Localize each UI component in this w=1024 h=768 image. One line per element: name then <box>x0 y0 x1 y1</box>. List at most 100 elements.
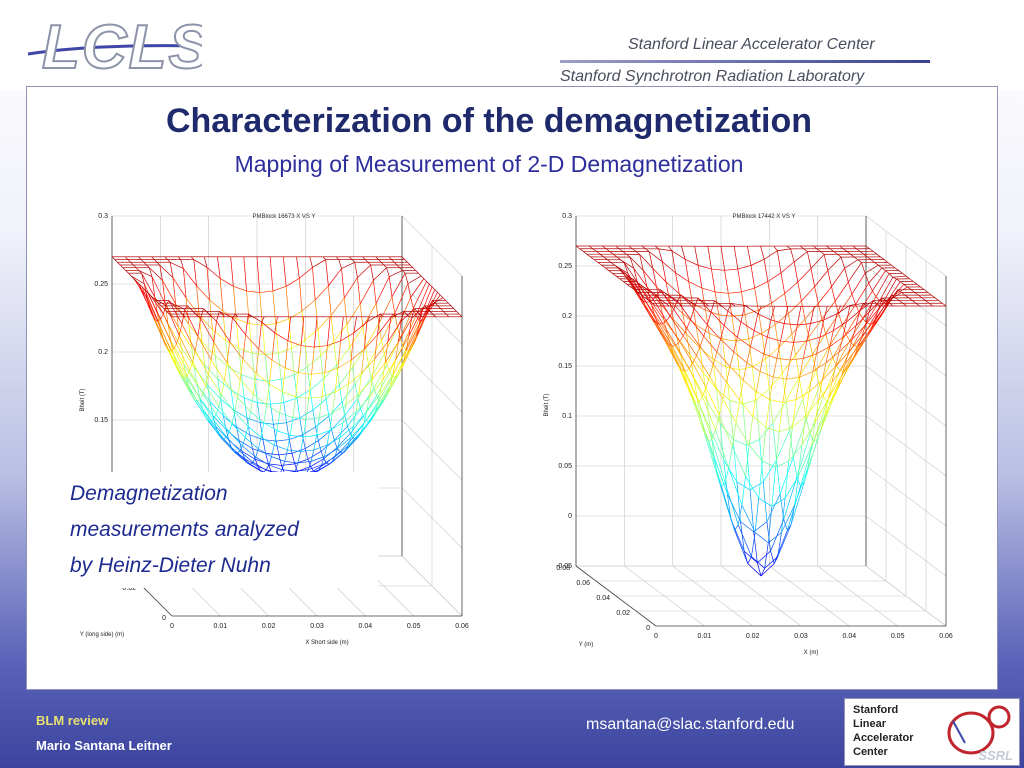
surface-mesh-line <box>357 264 371 278</box>
surface-mesh-line <box>752 366 757 401</box>
ring-icon <box>947 705 1011 755</box>
surface-mesh-line <box>785 376 800 402</box>
surface-mesh-line <box>599 253 604 258</box>
surface-mesh-line <box>389 362 404 386</box>
surface-mesh-line <box>220 398 224 416</box>
surface-mesh-line <box>820 251 825 255</box>
surface-mesh-line <box>170 348 175 352</box>
surface-mesh-line <box>658 248 663 262</box>
surface-mesh-line <box>234 451 248 464</box>
surface-mesh-line <box>897 289 902 293</box>
surface-mesh-line <box>667 294 672 299</box>
surface-mesh-line <box>741 504 756 533</box>
footer-email[interactable]: msantana@slac.stanford.edu <box>586 716 795 733</box>
surface-mesh-line <box>358 419 372 438</box>
surface-mesh-line <box>413 313 428 344</box>
surface-mesh-line <box>271 456 285 462</box>
surface-mesh-line <box>623 262 629 274</box>
surface-mesh-line <box>181 376 196 401</box>
surface-mesh-line <box>747 246 752 266</box>
surface-mesh-line <box>661 300 666 304</box>
surface-mesh-line <box>241 451 246 459</box>
surface-mesh-line <box>303 419 307 437</box>
axis-frame-edge <box>575 565 657 627</box>
surface-mesh-line <box>246 290 260 293</box>
surface-mesh-line <box>319 412 333 418</box>
surface-mesh-line <box>453 308 457 312</box>
surface-mesh-line <box>203 308 207 312</box>
surface-mesh-line <box>326 451 340 464</box>
surface-mesh-line <box>744 314 750 340</box>
surface-mesh-line <box>844 346 859 365</box>
slide-title: Characterization of the demagnetization <box>165 102 813 140</box>
surface-mesh-line <box>299 417 303 435</box>
surface-mesh-line <box>339 426 354 438</box>
surface-mesh-line <box>382 362 386 381</box>
surface-mesh-line <box>872 300 877 304</box>
surface-mesh-line <box>283 256 287 287</box>
surface-mesh-line <box>791 333 796 356</box>
surface-mesh-line <box>632 248 637 252</box>
surface-mesh-line <box>807 446 812 469</box>
surface-mesh-line <box>676 336 691 356</box>
surface-mesh-line <box>312 259 326 268</box>
surface-mesh-line <box>334 445 349 458</box>
surface-mesh-line <box>325 384 340 400</box>
surface-mesh-line <box>359 303 364 328</box>
surface-mesh-line <box>826 245 831 250</box>
grid-line <box>576 415 947 477</box>
surface-mesh-line <box>238 440 243 452</box>
surface-mesh-line <box>767 506 773 543</box>
surface-mesh-line <box>737 336 751 347</box>
surface-mesh-line <box>733 246 739 270</box>
surface-mesh-line <box>813 245 818 250</box>
surface-mesh-line <box>342 438 356 454</box>
lcls-logo: LCLS <box>27 12 202 80</box>
surface-mesh-line <box>795 377 800 400</box>
caption-line-1: Demagnetization <box>70 482 228 505</box>
surface-mesh-line <box>707 324 721 340</box>
surface-mesh-line <box>226 436 240 452</box>
surface-mesh-line <box>190 256 195 260</box>
surface-mesh-line <box>836 305 841 314</box>
surface-mesh-line <box>679 341 694 364</box>
x-tick-label: 0.03 <box>794 633 808 640</box>
surface-mesh-line <box>604 267 609 271</box>
surface-mesh-line <box>784 293 789 314</box>
surface-mesh-line <box>718 303 723 307</box>
surface-mesh-line <box>773 556 779 564</box>
surface-mesh-line <box>749 481 764 491</box>
surface-mesh-line <box>202 393 217 415</box>
surface-mesh-line <box>197 398 201 402</box>
surface-mesh-line <box>881 267 886 272</box>
surface-mesh-line <box>660 289 665 293</box>
surface-mesh-line <box>415 270 419 274</box>
surface-mesh-line <box>714 300 719 304</box>
surface-mesh-line <box>707 440 722 487</box>
surface-mesh-line <box>770 306 775 321</box>
surface-mesh-line <box>865 245 870 250</box>
surface-mesh-line <box>760 568 765 577</box>
surface-mesh-line <box>250 463 264 473</box>
grid-line <box>616 246 907 597</box>
surface-mesh-line <box>170 261 184 269</box>
surface-mesh-line <box>748 338 753 367</box>
surface-mesh-line <box>151 276 166 304</box>
surface-mesh-line <box>194 399 209 421</box>
surface-mesh-line <box>632 278 647 303</box>
surface-mesh-line <box>403 350 407 363</box>
surface-mesh-line <box>353 316 357 334</box>
surface-mesh-line <box>776 459 781 495</box>
surface-mesh-line <box>188 324 192 348</box>
surface-mesh-line <box>727 303 732 312</box>
surface-mesh-line <box>282 367 286 393</box>
surface-mesh-line <box>236 450 240 454</box>
surface-mesh-line <box>750 346 764 355</box>
surface-mesh-line <box>334 448 338 458</box>
surface-mesh-line <box>245 334 260 350</box>
surface-mesh-line <box>263 404 267 423</box>
surface-mesh-line <box>711 429 716 440</box>
surface-mesh-line <box>176 308 180 312</box>
surface-mesh-line <box>207 420 222 439</box>
surface-mesh-line <box>732 446 746 477</box>
